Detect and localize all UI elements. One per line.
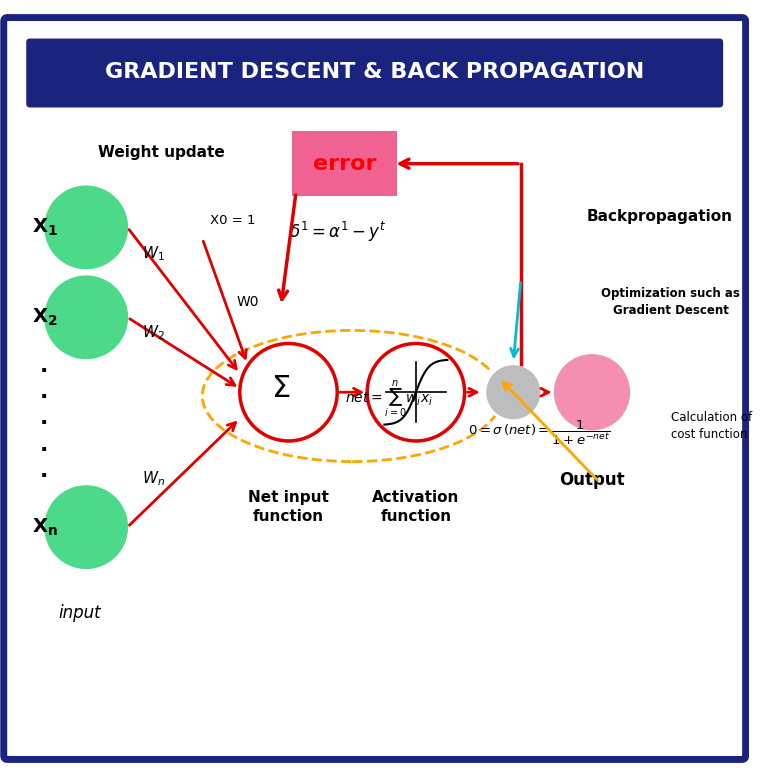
Text: error: error	[313, 154, 376, 174]
Text: .: .	[39, 434, 48, 455]
Text: .: .	[39, 382, 48, 402]
Circle shape	[45, 486, 127, 568]
Text: Backpropagation: Backpropagation	[587, 209, 733, 224]
FancyBboxPatch shape	[26, 39, 723, 107]
Text: input: input	[59, 605, 101, 622]
Text: $W_2$: $W_2$	[142, 323, 165, 342]
Text: $\mathbf{X_1}$: $\mathbf{X_1}$	[32, 217, 58, 238]
Text: .: .	[39, 461, 48, 481]
Text: Activation
function: Activation function	[372, 490, 459, 524]
Text: $\mathbf{X_n}$: $\mathbf{X_n}$	[32, 517, 58, 538]
Text: $W_n$: $W_n$	[142, 469, 165, 488]
Text: $W_1$: $W_1$	[142, 244, 165, 263]
Text: $0 = \sigma\,(net) = \dfrac{1}{1+e^{-net}}$: $0 = \sigma\,(net) = \dfrac{1}{1+e^{-net…	[468, 419, 611, 447]
Text: .: .	[39, 409, 48, 428]
Text: $\Sigma$: $\Sigma$	[271, 374, 291, 403]
Text: Net input
function: Net input function	[248, 490, 329, 524]
Circle shape	[45, 276, 127, 358]
Text: $\delta^1 = \alpha^1 - y^t$: $\delta^1 = \alpha^1 - y^t$	[289, 220, 386, 244]
Text: X0 = 1: X0 = 1	[210, 214, 255, 228]
FancyBboxPatch shape	[4, 18, 746, 759]
Text: Calculation of
cost function: Calculation of cost function	[670, 411, 752, 441]
Text: GRADIENT DESCENT & BACK PROPAGATION: GRADIENT DESCENT & BACK PROPAGATION	[105, 62, 644, 82]
Text: $net = \sum_{i=0}^{n} w_i x_i$: $net = \sum_{i=0}^{n} w_i x_i$	[345, 379, 432, 420]
Text: .: .	[39, 356, 48, 376]
FancyBboxPatch shape	[293, 131, 397, 196]
Text: $\mathbf{X_2}$: $\mathbf{X_2}$	[32, 307, 58, 328]
Circle shape	[485, 364, 541, 420]
Text: Weight update: Weight update	[98, 145, 225, 160]
Circle shape	[554, 355, 630, 430]
Text: Output: Output	[559, 471, 625, 489]
Text: Optimization such as
Gradient Descent: Optimization such as Gradient Descent	[601, 287, 740, 317]
Text: W0: W0	[236, 295, 259, 309]
Circle shape	[45, 186, 127, 269]
